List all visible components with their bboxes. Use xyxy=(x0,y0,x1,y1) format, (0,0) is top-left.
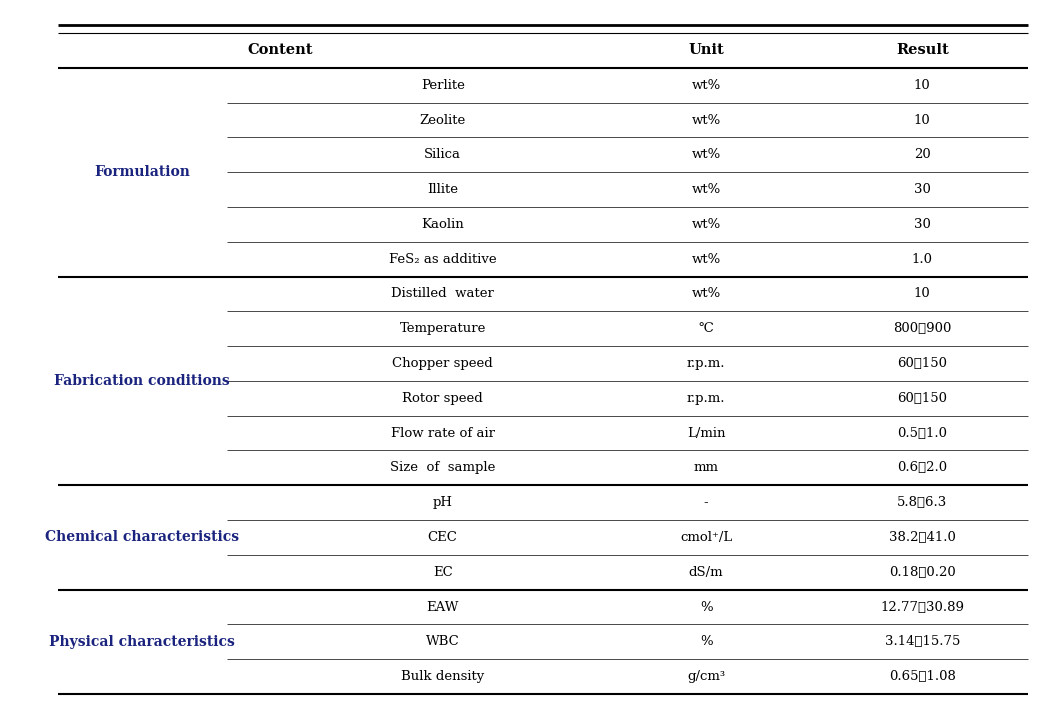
Text: wt%: wt% xyxy=(691,252,721,266)
Text: Perlite: Perlite xyxy=(421,79,465,91)
Text: 10: 10 xyxy=(914,113,931,127)
Text: Result: Result xyxy=(896,44,949,58)
Text: Bulk density: Bulk density xyxy=(402,670,484,683)
Text: EAW: EAW xyxy=(427,600,458,614)
Text: Distilled  water: Distilled water xyxy=(391,288,494,300)
Text: 60～150: 60～150 xyxy=(897,357,948,370)
Text: Silica: Silica xyxy=(424,148,462,161)
Text: -: - xyxy=(704,496,708,509)
Text: Chemical characteristics: Chemical characteristics xyxy=(45,531,239,544)
Text: wt%: wt% xyxy=(691,79,721,91)
Text: 12.77～30.89: 12.77～30.89 xyxy=(880,600,964,614)
Text: pH: pH xyxy=(433,496,452,509)
Text: Illite: Illite xyxy=(427,183,458,196)
Text: Size  of  sample: Size of sample xyxy=(390,461,495,475)
Text: 0.6～2.0: 0.6～2.0 xyxy=(897,461,948,475)
Text: 800～900: 800～900 xyxy=(893,322,952,335)
Text: 10: 10 xyxy=(914,288,931,300)
Text: Kaolin: Kaolin xyxy=(422,218,464,231)
Text: 0.18～0.20: 0.18～0.20 xyxy=(889,566,956,579)
Text: 30: 30 xyxy=(914,218,931,231)
Text: 20: 20 xyxy=(914,148,931,161)
Text: Zeolite: Zeolite xyxy=(419,113,466,127)
Text: 1.0: 1.0 xyxy=(912,252,933,266)
Text: 10: 10 xyxy=(914,79,931,91)
Text: Rotor speed: Rotor speed xyxy=(403,392,483,405)
Text: dS/m: dS/m xyxy=(689,566,723,579)
Text: wt%: wt% xyxy=(691,148,721,161)
Text: g/cm³: g/cm³ xyxy=(687,670,725,683)
Text: mm: mm xyxy=(694,461,719,475)
Text: cmol⁺/L: cmol⁺/L xyxy=(680,531,733,544)
Text: wt%: wt% xyxy=(691,113,721,127)
Text: Chopper speed: Chopper speed xyxy=(392,357,493,370)
Text: wt%: wt% xyxy=(691,218,721,231)
Text: 3.14～15.75: 3.14～15.75 xyxy=(884,636,960,648)
Text: CEC: CEC xyxy=(428,531,457,544)
Text: 60～150: 60～150 xyxy=(897,392,948,405)
Text: r.p.m.: r.p.m. xyxy=(687,392,725,405)
Text: Content: Content xyxy=(248,44,313,58)
Text: 0.65～1.08: 0.65～1.08 xyxy=(889,670,956,683)
Text: r.p.m.: r.p.m. xyxy=(687,357,725,370)
Text: Fabrication conditions: Fabrication conditions xyxy=(55,374,230,388)
Text: FeS₂ as additive: FeS₂ as additive xyxy=(389,252,496,266)
Text: wt%: wt% xyxy=(691,183,721,196)
Text: ℃: ℃ xyxy=(699,322,714,335)
Text: Flow rate of air: Flow rate of air xyxy=(391,427,494,439)
Text: Temperature: Temperature xyxy=(399,322,486,335)
Text: 0.5～1.0: 0.5～1.0 xyxy=(897,427,948,439)
Text: Unit: Unit xyxy=(688,44,724,58)
Text: 5.8～6.3: 5.8～6.3 xyxy=(897,496,948,509)
Text: wt%: wt% xyxy=(691,288,721,300)
Text: Formulation: Formulation xyxy=(95,165,190,179)
Text: %: % xyxy=(700,636,713,648)
Text: Physical characteristics: Physical characteristics xyxy=(50,635,235,649)
Text: 38.2～41.0: 38.2～41.0 xyxy=(889,531,956,544)
Text: WBC: WBC xyxy=(426,636,460,648)
Text: L/min: L/min xyxy=(687,427,725,439)
Text: EC: EC xyxy=(433,566,452,579)
Text: 30: 30 xyxy=(914,183,931,196)
Text: %: % xyxy=(700,600,713,614)
